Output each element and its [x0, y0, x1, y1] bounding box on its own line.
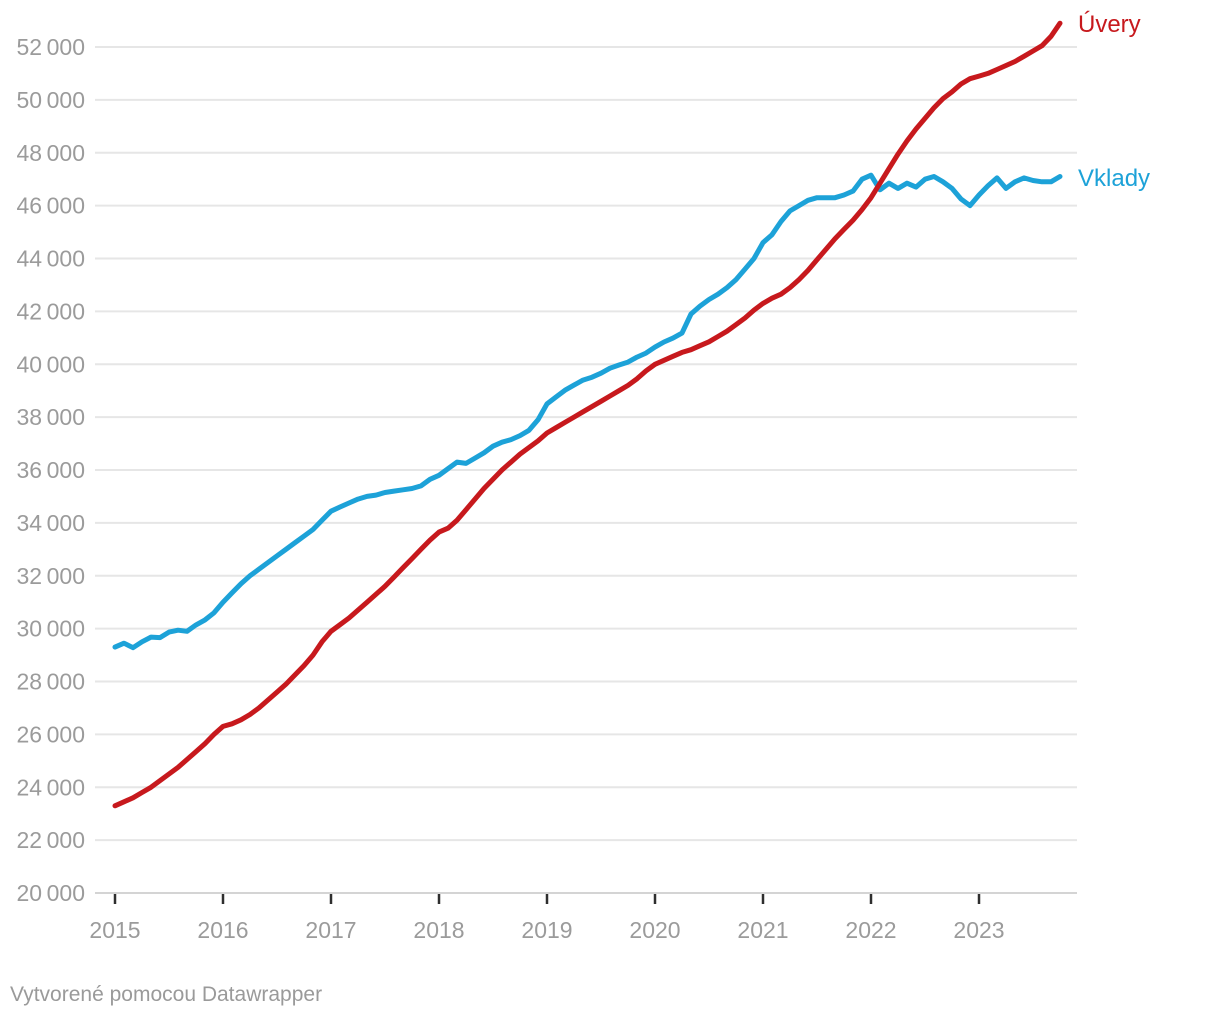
y-tick-label: 48 000 [16, 140, 85, 166]
y-gridlines [95, 46, 1077, 894]
y-tick-label: 34 000 [16, 510, 85, 536]
y-tick-label: 30 000 [16, 616, 85, 642]
y-tick-label: 42 000 [16, 298, 85, 324]
y-tick-label: 38 000 [16, 404, 85, 430]
x-tick-label: 2020 [629, 917, 680, 943]
x-tick-label: 2022 [845, 917, 896, 943]
y-axis-labels: 20 000 22 000 24 000 26 000 28 000 30 000 32 0… [16, 34, 85, 906]
y-tick-label: 32 000 [16, 563, 85, 589]
footer-attribution: Vytvorené pomocou Datawrapper [10, 983, 323, 1006]
y-tick-label: 36 000 [16, 457, 85, 483]
series-line-vklady [112, 172, 1063, 651]
y-tick-label: 44 000 [16, 246, 85, 272]
y-tick-label: 52 000 [16, 34, 85, 60]
y-tick-label: 50 000 [16, 87, 85, 113]
series-line-uvery [112, 20, 1063, 809]
y-tick-label: 26 000 [16, 721, 85, 747]
line-chart-canvas: 20 000 22 000 24 000 26 000 28 000 30 000 32 0… [16, 20, 1077, 943]
y-tick-label: 24 000 [16, 774, 85, 800]
series-label-vklady: Vklady [1078, 165, 1151, 192]
x-tick-label: 2023 [953, 917, 1004, 943]
y-tick-label: 40 000 [16, 351, 85, 377]
x-axis: 2015 2016 2017 2018 2019 2020 2021 2022 2023 [89, 894, 1005, 943]
y-tick-label: 20 000 [16, 880, 85, 906]
y-tick-label: 22 000 [16, 827, 85, 853]
y-tick-label: 28 000 [16, 669, 85, 695]
y-tick-label: 46 000 [16, 193, 85, 219]
x-tick-label: 2017 [305, 917, 356, 943]
x-tick-label: 2021 [737, 917, 788, 943]
x-tick-label: 2016 [197, 917, 248, 943]
x-tick-label: 2015 [89, 917, 140, 943]
chart-container: 20 000 22 000 24 000 26 000 28 000 30 000 32 0… [16, 11, 1151, 943]
x-tick-label: 2018 [413, 917, 464, 943]
x-tick-label: 2019 [521, 917, 572, 943]
series-label-uvery: Úvery [1078, 11, 1141, 38]
